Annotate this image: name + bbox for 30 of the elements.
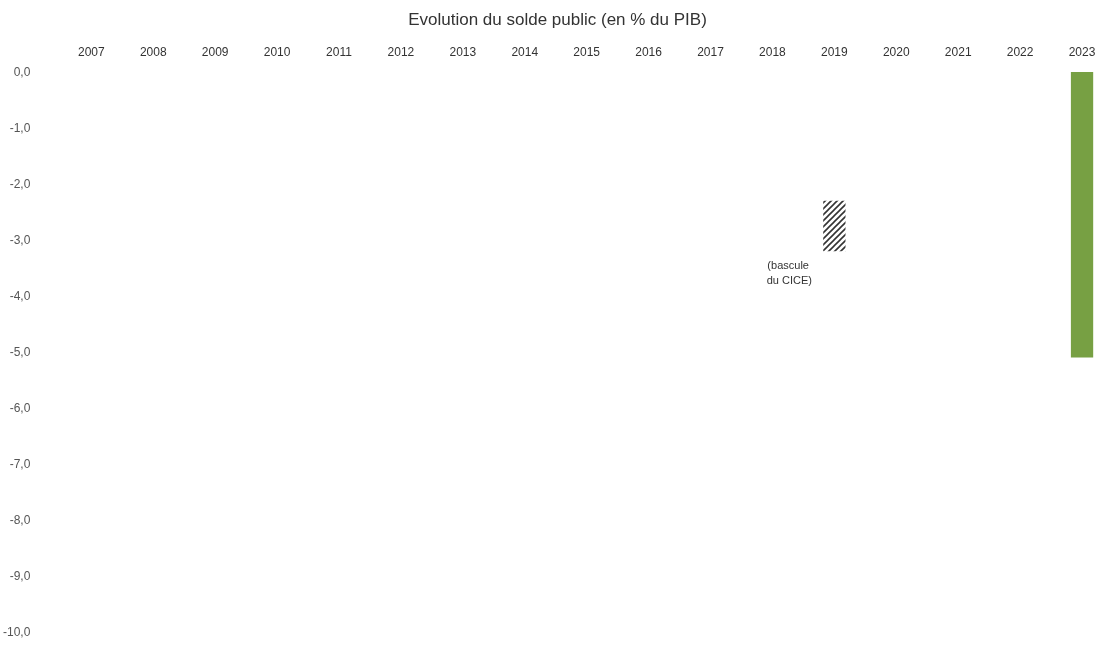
x-tick-label: 2020 (882, 45, 910, 59)
x-tick-label: 2007 (77, 45, 105, 59)
y-tick-label: -8,0 (9, 513, 31, 527)
y-tick-label: -5,0 (9, 345, 31, 359)
y-tick-label: -4,0 (9, 289, 31, 303)
y-tick-label: -1,0 (9, 121, 31, 135)
y-tick-label: 0,0 (13, 65, 31, 79)
x-tick-label: 2019 (821, 45, 849, 59)
x-tick-label: 2015 (573, 45, 601, 59)
x-tick-label: 2018 (759, 45, 787, 59)
x-tick-label: 2012 (387, 45, 415, 59)
chart-title: Evolution du solde public (en % du PIB) (408, 10, 707, 29)
x-tick-label: 2014 (511, 45, 539, 59)
y-tick-label: -2,0 (9, 177, 31, 191)
x-tick-label: 2016 (635, 45, 663, 59)
x-tick-label: 2010 (263, 45, 291, 59)
y-tick-label: -6,0 (9, 401, 31, 415)
y-tick-label: -7,0 (9, 457, 31, 471)
x-tick-label: 2011 (326, 45, 353, 59)
y-tick-label: -3,0 (9, 233, 31, 247)
y-tick-label: -10,0 (2, 625, 31, 639)
x-tick-label: 2009 (201, 45, 229, 59)
annotation: (bascule du CICE) (766, 258, 812, 286)
x-tick-label: 2017 (697, 45, 725, 59)
x-tick-label: 2021 (944, 45, 972, 59)
x-tick-label: 2008 (139, 45, 167, 59)
y-tick-label: -9,0 (9, 569, 31, 583)
x-tick-label: 2023 (1068, 45, 1096, 59)
x-tick-label: 2013 (449, 45, 477, 59)
x-tick-label: 2022 (1006, 45, 1034, 59)
